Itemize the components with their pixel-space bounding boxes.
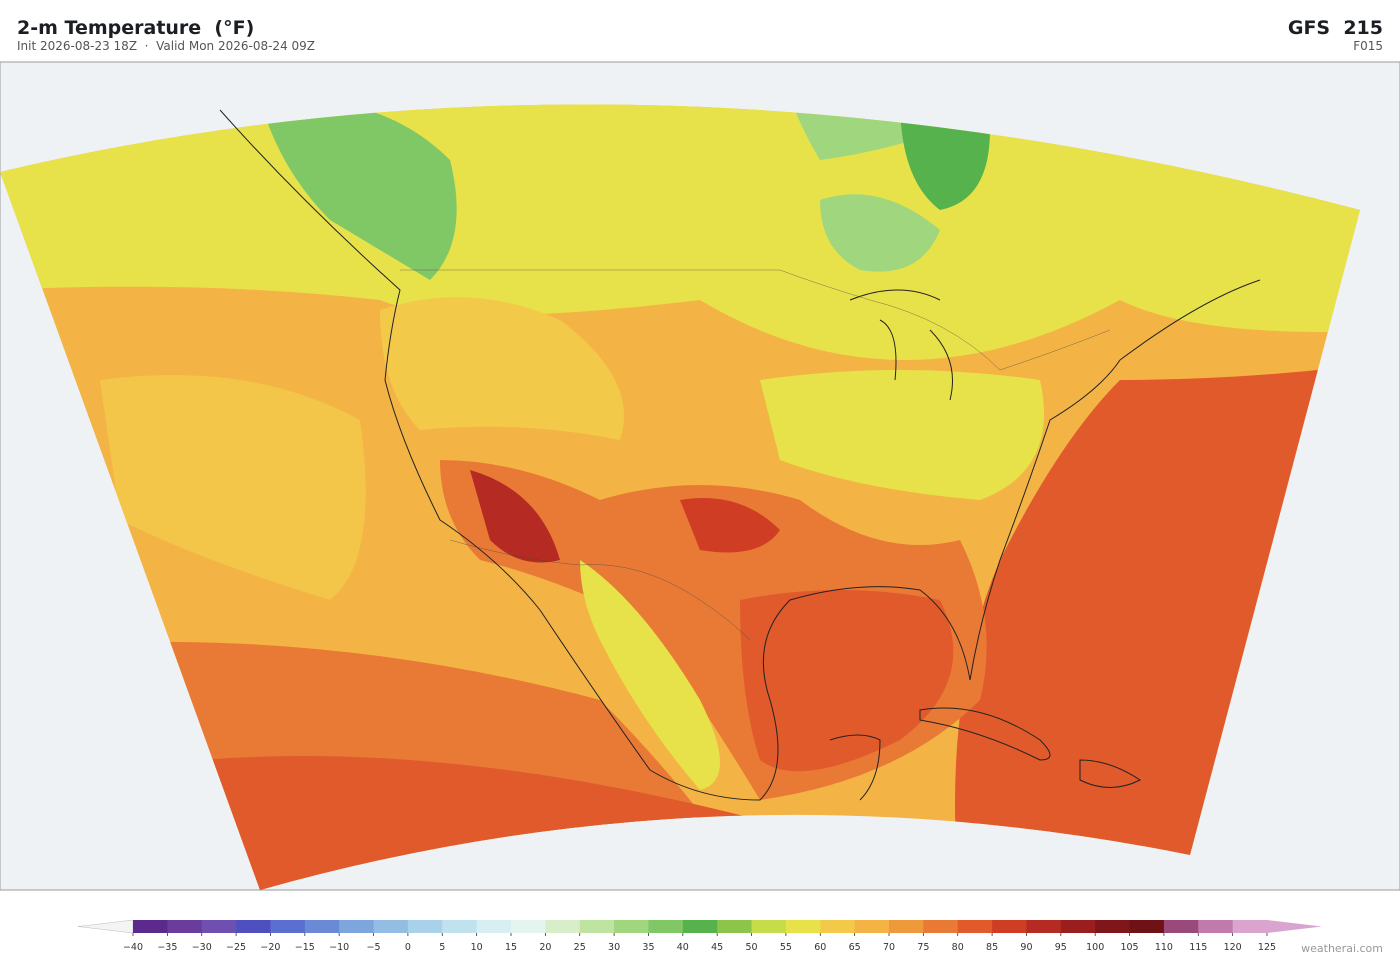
colorbar-tick-label: −15 (295, 942, 315, 953)
colorbar-segment (1129, 920, 1165, 933)
colorbar-segment (751, 920, 787, 933)
colorbar-segment (889, 920, 924, 933)
colorbar-tick-label: −20 (260, 942, 280, 953)
colorbar-tick-label: 80 (952, 942, 964, 953)
subtitle: Init 2026-08-23 18Z · Valid Mon 2026-08-… (17, 39, 315, 53)
colorbar-segment (1163, 920, 1199, 933)
colorbar-tick-label: 25 (574, 942, 586, 953)
colorbar-tick-label: 95 (1055, 942, 1067, 953)
colorbar-segment (1232, 920, 1268, 933)
coastlines (219, 109, 1261, 801)
colorbar-tick-label: 30 (608, 942, 620, 953)
colorbar-segment (373, 920, 409, 933)
colorbar-segment (992, 920, 1027, 933)
colorbar-tick-label: −25 (226, 942, 246, 953)
borders (400, 269, 1111, 641)
colorbar-over (1267, 920, 1322, 933)
colorbar-tick-label: 40 (677, 942, 689, 953)
colorbar-tick-label: 125 (1258, 942, 1276, 953)
colorbar-segment (1198, 920, 1234, 933)
colorbar-tick-label: 55 (780, 942, 792, 953)
colorbar-tick-label: 90 (1020, 942, 1032, 953)
colorbar-segment (1026, 920, 1062, 933)
colorbar-under (77, 919, 134, 934)
colorbar-tick-label: 110 (1155, 942, 1173, 953)
colorbar-segment (579, 920, 615, 933)
colorbar-segment (133, 920, 168, 933)
colorbar-segment (614, 920, 649, 933)
map (0, 61, 1400, 891)
colorbar-segment (785, 920, 821, 933)
credit: weatherai.com (1301, 942, 1383, 955)
colorbar-segment (339, 920, 375, 933)
title: 2-m Temperature (°F) (17, 17, 254, 39)
colorbar-segment (270, 920, 306, 933)
colorbar-tick-label: −5 (367, 942, 381, 953)
colorbar-tick-label: 50 (745, 942, 757, 953)
colorbar-segment (923, 920, 959, 933)
colorbar-tick-label: 20 (539, 942, 551, 953)
colorbar: −40 −35 −30 −25 −20 −15 −10 −5 0 5 10 15 20 25 30 35 40 4… (77, 919, 1322, 953)
colorbar-segment (167, 920, 203, 933)
colorbar-segment (442, 920, 478, 933)
colorbar-segment (820, 920, 856, 933)
colorbar-tick-label: −35 (157, 942, 177, 953)
colorbar-tick-label: 45 (711, 942, 723, 953)
model-label: GFS 215 (1288, 17, 1383, 39)
colorbar-tick-label: 75 (917, 942, 929, 953)
colorbar-segment (1095, 920, 1131, 933)
colorbar-tick-label: 35 (642, 942, 654, 953)
colorbar-tick-label: 10 (471, 942, 483, 953)
forecast-hour: F015 (1353, 39, 1383, 53)
colorbar-tick-label: 15 (505, 942, 517, 953)
colorbar-segment (236, 920, 271, 933)
colorbar-tick-label: −40 (123, 942, 143, 953)
colorbar-segment (648, 920, 684, 933)
colorbar-segment (682, 920, 718, 933)
colorbar-segment (304, 920, 340, 933)
colorbar-segment (407, 920, 443, 933)
colorbar-tick-label: 60 (814, 942, 826, 953)
colorbar-segment (545, 920, 581, 933)
colorbar-segment (201, 920, 237, 933)
colorbar-tick-label: 85 (986, 942, 998, 953)
colorbar-tick-label: 65 (849, 942, 861, 953)
colorbar-tick-label: 100 (1086, 942, 1104, 953)
colorbar-tick-label: 115 (1189, 942, 1207, 953)
colorbar-segment (957, 920, 993, 933)
colorbar-segment (511, 920, 546, 933)
colorbar-tick-label: 5 (439, 942, 445, 953)
colorbar-segment (1060, 920, 1096, 933)
colorbar-tick-label: 120 (1224, 942, 1242, 953)
colorbar-segment (476, 920, 512, 933)
colorbar-segment (717, 920, 753, 933)
colorbar-tick-label: 0 (405, 942, 411, 953)
colorbar-tick-label: 105 (1120, 942, 1138, 953)
colorbar-tick-label: −30 (192, 942, 212, 953)
colorbar-tick-label: −10 (329, 942, 349, 953)
colorbar-tick-label: 70 (883, 942, 895, 953)
colorbar-segment (854, 920, 890, 933)
